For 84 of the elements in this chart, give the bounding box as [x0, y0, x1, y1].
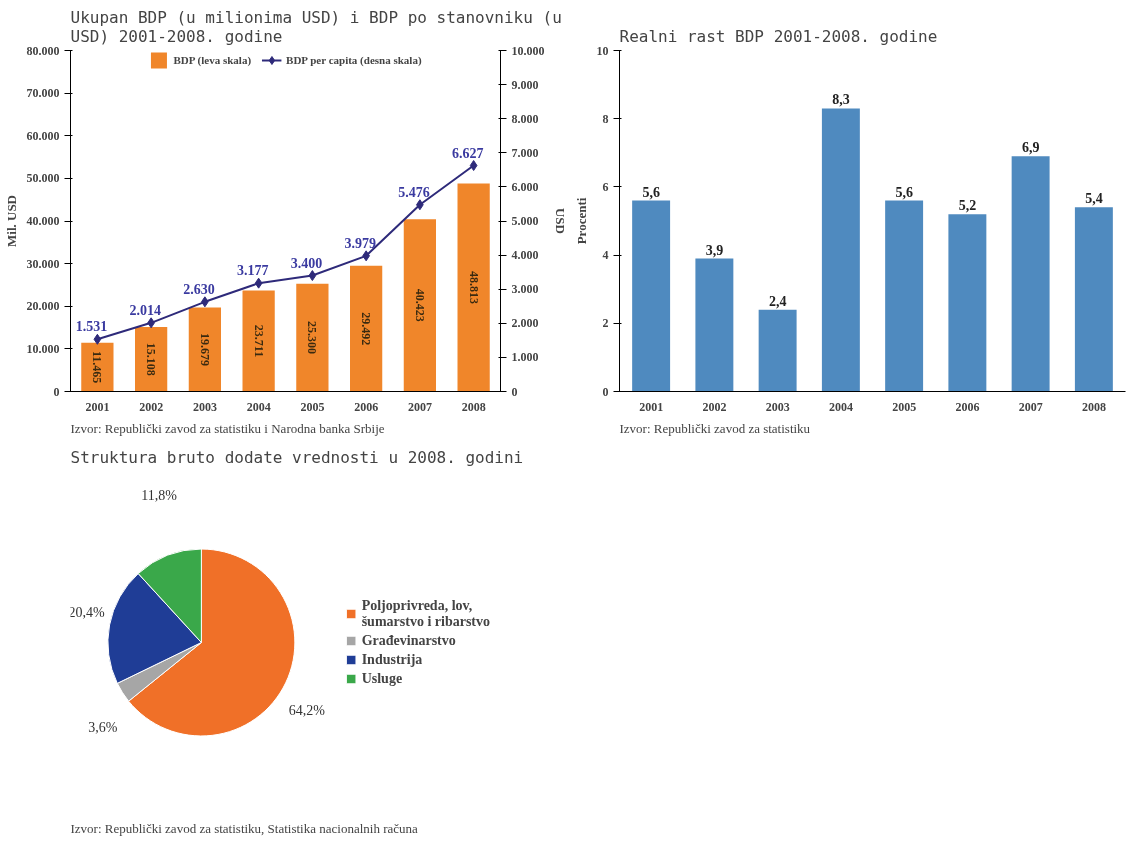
legend-label: Poljoprivreda, lov, šumarstvo i ribarstvo: [361, 597, 490, 630]
y2-tick-label: 9.000: [511, 77, 539, 92]
y-tick-label: 10: [596, 43, 609, 58]
x-tick-label: 2001: [639, 399, 664, 414]
x-tick-label: 2001: [85, 399, 110, 414]
y-tick-label: 50.000: [26, 171, 60, 186]
chart-title: Realni rast BDP 2001-2008. godine: [619, 26, 938, 46]
data-label: 15.108: [144, 342, 159, 376]
y2-tick-label: 2.000: [511, 316, 539, 331]
data-label: 48.813: [466, 270, 481, 304]
data-label: 25.300: [305, 321, 320, 355]
y2-tick-label: 0: [511, 384, 518, 399]
x-tick-label: 2007: [407, 399, 432, 414]
y-tick-label: 60.000: [26, 128, 60, 143]
text: Izvor: Republički zavod za statistiku i Narodna banka Srbije: [70, 420, 385, 436]
y-tick-label: 2: [602, 316, 609, 331]
y-tick-label: 8: [602, 111, 609, 126]
legend-label: BDP (leva skala): [173, 54, 252, 66]
y-tick-label: 70.000: [26, 86, 60, 101]
data-label: 1.531: [75, 319, 108, 335]
data-label: 3.400: [290, 255, 323, 271]
y2-tick-label: 6.000: [511, 179, 539, 194]
y-tick-label: 10.000: [26, 341, 60, 356]
data-label: 6.627: [451, 145, 484, 161]
y-tick-label: 40.000: [26, 214, 60, 228]
y-axis-title: Procenti: [573, 197, 589, 245]
chart-title: Struktura bruto dodate vrednosti u 2008. godini: [70, 447, 524, 467]
y2-axis-title: USD: [552, 208, 568, 235]
legend-label: BDP per capita (desna skala): [286, 54, 422, 66]
data-label: 8,3: [832, 92, 850, 108]
y-tick-label: 0: [53, 384, 60, 399]
y2-tick-label: 3.000: [511, 282, 539, 297]
data-label: 3,9: [705, 242, 724, 258]
y2-tick-label: 4.000: [511, 248, 539, 263]
x-tick-label: 2005: [892, 399, 917, 414]
data-label: 3.177: [236, 263, 269, 279]
chart-title: Ukupan BDP (u milionima USD) i BDP po stanovniku (u USD) 2001-2008. godine: [70, 7, 562, 46]
data-label: 11,8%: [141, 487, 178, 503]
data-label: 19.679: [197, 333, 212, 367]
y2-tick-label: 5.000: [511, 214, 539, 228]
data-label: 5,4: [1085, 191, 1103, 207]
data-label: 3,6%: [88, 719, 118, 735]
x-tick-label: 2002: [139, 399, 164, 414]
y2-tick-label: 1.000: [511, 350, 539, 365]
data-label: 2.014: [129, 302, 161, 318]
x-tick-label: 2004: [828, 399, 853, 414]
data-label: 5.476: [398, 184, 430, 200]
y-tick-label: 0: [602, 384, 609, 399]
x-tick-label: 2002: [702, 399, 727, 414]
y-tick-label: 6: [602, 179, 609, 194]
y-tick-label: 30.000: [26, 256, 60, 271]
y2-tick-label: 7.000: [511, 145, 539, 160]
y-tick-label: 4: [602, 248, 609, 263]
x-tick-label: 2004: [246, 399, 271, 414]
data-label: 64,2%: [288, 703, 326, 719]
data-label: 2.630: [183, 281, 215, 297]
x-tick-label: 2006: [354, 399, 379, 414]
y-tick-label: 80.000: [26, 43, 60, 58]
data-label: 5,6: [642, 184, 660, 200]
x-tick-label: 2005: [300, 399, 325, 414]
x-tick-label: 2003: [765, 399, 790, 414]
y2-tick-label: 8.000: [511, 111, 539, 126]
legend-label: Građevinarstvo: [361, 632, 456, 649]
y2-tick-label: 10.000: [511, 43, 545, 58]
x-tick-label: 2008: [461, 399, 486, 414]
x-tick-label: 2003: [192, 399, 217, 414]
y-axis-title: Mil. USD: [3, 195, 19, 247]
text: Izvor: Republički zavod za statistiku: [619, 420, 811, 436]
x-tick-label: 2007: [1018, 399, 1043, 414]
data-label: 23.711: [251, 324, 266, 358]
x-tick-label: 2008: [1081, 399, 1106, 414]
data-label: 40.423: [412, 288, 427, 322]
data-label: 6,9: [1021, 140, 1040, 156]
legend-label: Industrija: [361, 651, 423, 668]
y-tick-label: 20.000: [26, 299, 60, 314]
text: Izvor: Republički zavod za statistiku, Statistika nacionalnih računa: [70, 820, 419, 836]
x-tick-label: 2006: [955, 399, 980, 414]
data-label: 29.492: [359, 312, 374, 346]
data-label: 2,4: [768, 293, 787, 309]
data-label: 3.979: [344, 235, 376, 251]
data-label: 5,2: [958, 198, 977, 214]
data-label: 11.465: [90, 350, 105, 384]
data-label: 5,6: [895, 184, 913, 200]
legend-label: Usluge: [361, 670, 403, 687]
